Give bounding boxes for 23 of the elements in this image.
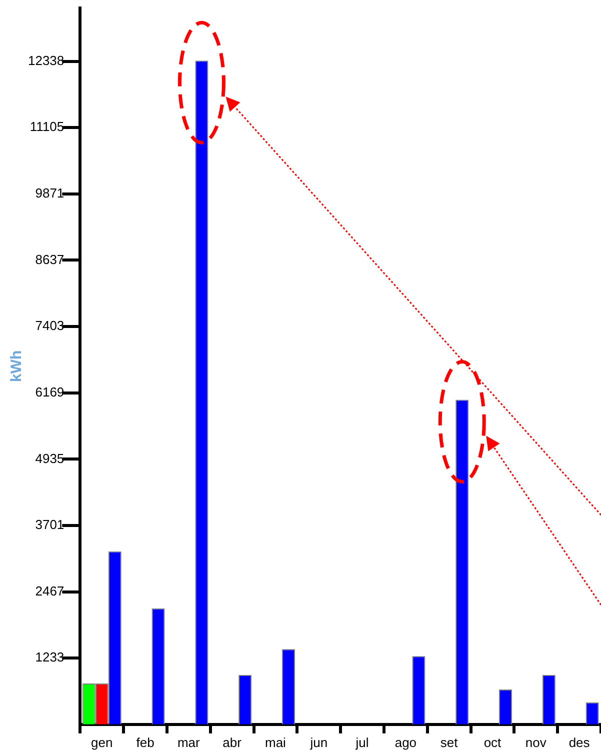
y-tick-label: 9871 [35, 185, 64, 200]
y-tick-label: 11105 [30, 119, 64, 134]
x-tick-label: ago [394, 734, 417, 750]
y-tick-label: 2467 [35, 583, 64, 598]
y-tick-label: 6169 [35, 384, 64, 400]
x-tick-label: mai [264, 734, 286, 750]
x-tick-label: abr [222, 734, 242, 750]
y-tick-label: 3701 [35, 517, 64, 532]
x-tick-label: feb [136, 734, 154, 750]
y-tick-label: 1233 [35, 650, 64, 665]
x-tick-label: des [568, 734, 590, 750]
y-tick-label: 12338 [28, 52, 64, 68]
y-tick-label: 8637 [35, 252, 64, 267]
x-tick-label: jul [354, 734, 369, 750]
x-tick-label: oct [484, 734, 502, 750]
y-tick-label: 7403 [35, 318, 64, 334]
y-tick-label: 4935 [35, 450, 64, 466]
x-tick-label: set [440, 734, 458, 750]
x-tick-label: gen [91, 734, 113, 750]
x-tick-label: jun [309, 734, 328, 750]
y-axis-title: kWh [8, 350, 26, 382]
x-tick-label: nov [525, 734, 547, 750]
x-tick-label: mar [177, 734, 201, 750]
